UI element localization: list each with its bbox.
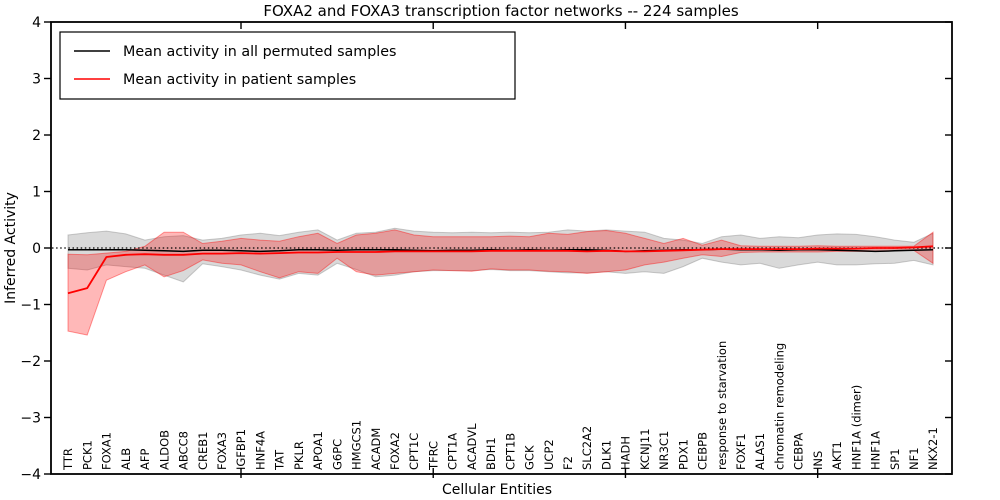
- x-tick-label: KCNJ11: [638, 428, 652, 470]
- y-tick-label: 0: [32, 241, 41, 257]
- x-tick-label: DLK1: [599, 440, 613, 470]
- x-tick-label: SP1: [888, 448, 902, 470]
- x-tick-label: chromatin remodeling: [772, 343, 786, 470]
- x-tick-label: PKLR: [292, 441, 306, 470]
- x-tick-label: AKT1: [830, 441, 844, 470]
- x-tick-label: PCK1: [80, 440, 94, 470]
- patient-band: [67, 229, 934, 336]
- x-tick-label: AFP: [138, 449, 152, 470]
- x-tick-label: ALAS1: [753, 433, 767, 470]
- legend-box: [59, 31, 516, 100]
- x-tick-label: ACADVL: [465, 423, 479, 470]
- y-tick-label: −4: [20, 467, 41, 483]
- x-tick-label: F2: [561, 456, 575, 470]
- legend-label-permuted-samples: Mean activity in all permuted samples: [123, 44, 397, 60]
- x-tick-label: BDH1: [484, 437, 498, 470]
- x-tick-label: HMGCS1: [350, 420, 364, 470]
- y-tick-label: −2: [20, 354, 41, 370]
- x-tick-label: ABCC8: [177, 431, 191, 470]
- chart-title: FOXA2 and FOXA3 transcription factor net…: [263, 2, 739, 20]
- x-tick-label: ALDOB: [157, 430, 171, 470]
- x-tick-label: NR3C1: [657, 431, 671, 470]
- x-tick-label: CPT1B: [503, 433, 517, 470]
- x-tick-label: HNF4A: [253, 431, 267, 470]
- y-tick-label: 2: [32, 128, 41, 144]
- x-tick-label: G6PC: [330, 439, 344, 470]
- y-tick-label: −3: [20, 411, 41, 427]
- x-tick-label: UCP2: [542, 439, 556, 470]
- x-axis-label: Cellular Entities: [442, 482, 552, 498]
- x-tick-label: NKX2-1: [926, 427, 940, 470]
- legend: Mean activity in all permuted samples Me…: [59, 31, 516, 100]
- x-tick-label: TFRC: [426, 441, 440, 471]
- x-tick-label: FOXA2: [388, 432, 402, 470]
- x-tick-label: ALB: [119, 448, 133, 470]
- x-tick-label: HNF1A (dimer): [849, 385, 863, 470]
- x-tick-label: IGFBP1: [234, 429, 248, 470]
- x-tick-label: INS: [811, 451, 825, 470]
- y-tick-label: −1: [20, 298, 41, 314]
- plot-area: 4 3 2 1 0 −1 −2 −3 −4 TTR PCK1 FOXA1 ALB AFP ALDOB ABCC…: [20, 15, 953, 483]
- y-tick-label: 4: [32, 15, 41, 31]
- x-tick-label: CEBPB: [696, 432, 710, 470]
- x-tick-label: CPT1C: [407, 433, 421, 470]
- x-tick-label: CPT1A: [446, 433, 460, 470]
- x-tick-label: response to starvation: [715, 341, 729, 470]
- patient-mean-line: [67, 245, 934, 295]
- x-tick-label: GCK: [523, 445, 537, 470]
- x-tick-label: HADH: [619, 436, 633, 470]
- x-tick-label: HNF1A: [869, 431, 883, 470]
- x-tick-label: FOXA1: [100, 432, 114, 470]
- x-tick-label: FOXF1: [734, 433, 748, 470]
- x-tick-label: APOA1: [311, 431, 325, 470]
- x-tick-label: NF1: [907, 447, 921, 470]
- x-tick-label: CREB1: [196, 432, 210, 471]
- x-tick-label: ACADM: [369, 428, 383, 470]
- x-tick-label: TTR: [61, 448, 75, 471]
- x-tick-label: SLC2A2: [580, 426, 594, 470]
- x-tick-label: FOXA3: [215, 432, 229, 470]
- y-tick-label: 1: [32, 185, 41, 201]
- y-axis-label: Inferred Activity: [3, 192, 19, 304]
- y-tick-label: 3: [32, 72, 41, 88]
- x-tick-label: TAT: [273, 449, 287, 471]
- legend-label-patient-samples: Mean activity in patient samples: [123, 72, 356, 88]
- x-tick-label: CEBPA: [792, 433, 806, 470]
- permuted-band: [67, 227, 934, 283]
- x-tick-label: PDX1: [676, 439, 690, 470]
